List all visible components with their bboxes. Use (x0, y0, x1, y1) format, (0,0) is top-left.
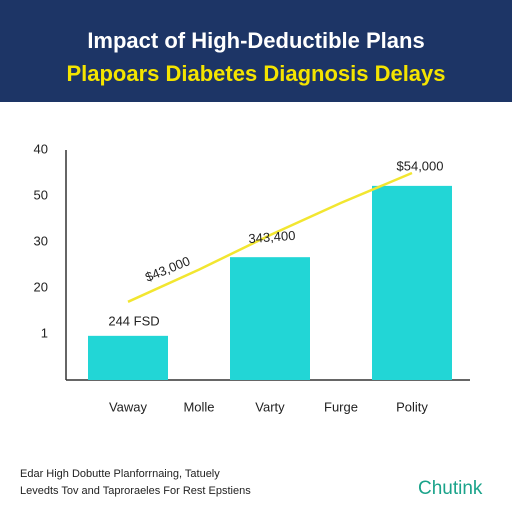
annotation: 244 FSD (108, 313, 159, 328)
logo: Chutink (418, 478, 483, 499)
y-tick-label: 30 (34, 233, 48, 248)
x-tick-label: Molle (183, 399, 214, 414)
chart-subtitle: Plapoars Diabetes Diagnosis Delays (66, 61, 445, 86)
annotation: $43,000 (143, 253, 192, 285)
x-tick-label: Varty (255, 399, 285, 414)
chart-title: Impact of High-Deductible Plans (87, 28, 424, 53)
x-tick-label: Polity (396, 399, 428, 414)
footer-line: Edar High Dobutte Planforrnaing, Tatuely (20, 468, 220, 480)
y-tick-label: 20 (34, 279, 48, 294)
annotation: 343,400 (248, 228, 296, 246)
bar (88, 335, 168, 380)
x-tick-label: Furge (324, 399, 358, 414)
footer-line: Levedts Tov and Taproraeles For Rest Eps… (20, 485, 251, 497)
y-tick-label: 1 (41, 325, 48, 340)
y-tick-label: 50 (34, 187, 48, 202)
bar (230, 257, 310, 380)
trend-line (127, 171, 413, 303)
y-tick-label: 40 (34, 141, 48, 156)
bar (372, 185, 452, 380)
annotation: $54,000 (397, 158, 444, 173)
header-band (0, 0, 512, 102)
x-tick-label: Vaway (109, 399, 148, 414)
